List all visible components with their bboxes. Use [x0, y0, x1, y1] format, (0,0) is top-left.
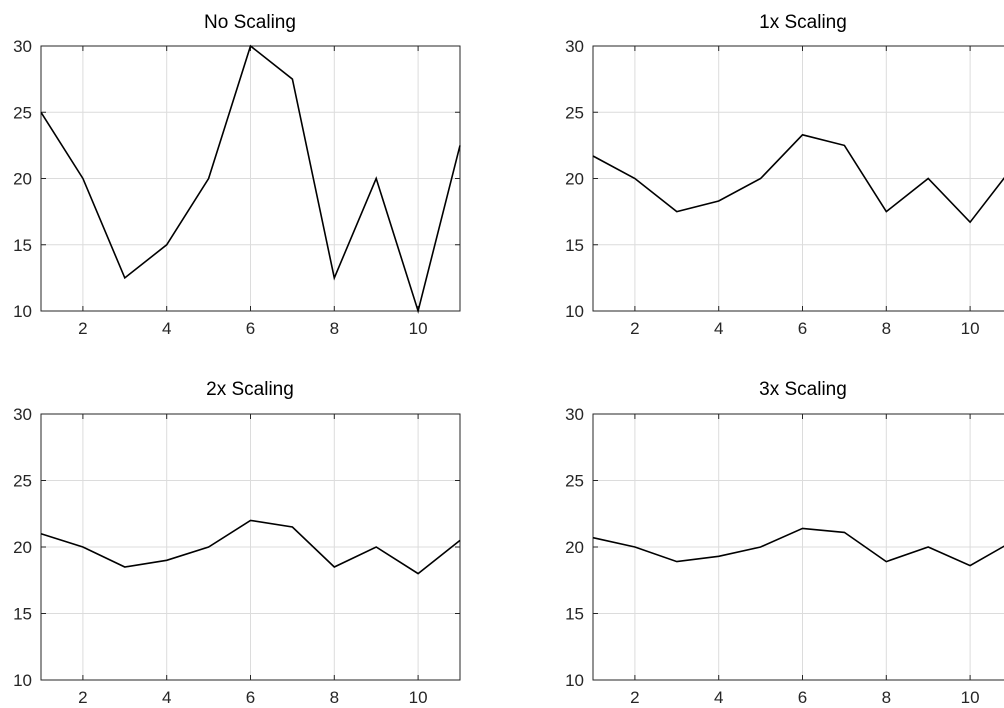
panel-title: 3x Scaling	[759, 379, 847, 400]
x-tick-label: 8	[882, 319, 891, 338]
x-tick-label: 6	[246, 688, 255, 707]
y-tick-label: 10	[13, 302, 32, 321]
y-tick-label: 30	[13, 405, 32, 424]
y-tick-label: 15	[565, 236, 584, 255]
x-tick-label: 6	[246, 319, 255, 338]
panel-1x-scaling: 1x Scaling 2 4 6 8 10 10 15 20 25 30	[565, 12, 1004, 338]
x-tick-label: 10	[961, 319, 980, 338]
x-tick-label: 2	[78, 688, 87, 707]
x-tick-label: 8	[882, 688, 891, 707]
x-tick-label: 6	[798, 688, 807, 707]
x-tick-label: 2	[630, 688, 639, 707]
panel-title: No Scaling	[204, 12, 296, 33]
y-tick-label: 20	[565, 538, 584, 557]
x-tick-label: 4	[162, 688, 171, 707]
y-tick-label: 10	[13, 671, 32, 690]
y-tick-label: 30	[565, 37, 584, 56]
x-tick-label: 4	[714, 319, 723, 338]
y-tick-label: 20	[565, 170, 584, 189]
x-tick-label: 10	[961, 688, 980, 707]
y-tick-label: 25	[13, 103, 32, 122]
x-tick-label: 6	[798, 319, 807, 338]
y-tick-label: 25	[565, 103, 584, 122]
y-tick-label: 10	[565, 302, 584, 321]
y-tick-label: 15	[13, 236, 32, 255]
x-tick-label: 8	[330, 319, 339, 338]
x-tick-label: 10	[409, 688, 428, 707]
y-tick-label: 15	[565, 605, 584, 624]
y-tick-label: 30	[13, 37, 32, 56]
series-line	[40, 44, 461, 314]
x-tick-label: 10	[409, 319, 428, 338]
series-line	[592, 133, 1004, 224]
y-tick-label: 15	[13, 605, 32, 624]
panel-no-scaling: No Scaling 2 4 6 8 10 10 15 20 25 30	[13, 12, 461, 338]
x-tick-label: 8	[330, 688, 339, 707]
y-tick-label: 20	[13, 538, 32, 557]
x-tick-label: 2	[630, 319, 639, 338]
y-tick-label: 30	[565, 405, 584, 424]
panel-3x-scaling: 3x Scaling 2 4 6 8 10 10 15 20 25 30	[565, 379, 1004, 707]
y-tick-label: 10	[565, 671, 584, 690]
panel-2x-scaling: 2x Scaling 2 4 6 8 10 10 15 20 25 30	[13, 379, 461, 707]
panel-title: 2x Scaling	[206, 379, 294, 400]
series-line	[592, 527, 1004, 567]
x-tick-label: 2	[78, 319, 87, 338]
y-tick-label: 25	[565, 472, 584, 491]
x-tick-label: 4	[714, 688, 723, 707]
y-tick-label: 25	[13, 472, 32, 491]
x-tick-label: 4	[162, 319, 171, 338]
y-tick-label: 20	[13, 170, 32, 189]
panel-title: 1x Scaling	[759, 12, 847, 33]
series-line	[40, 519, 461, 575]
